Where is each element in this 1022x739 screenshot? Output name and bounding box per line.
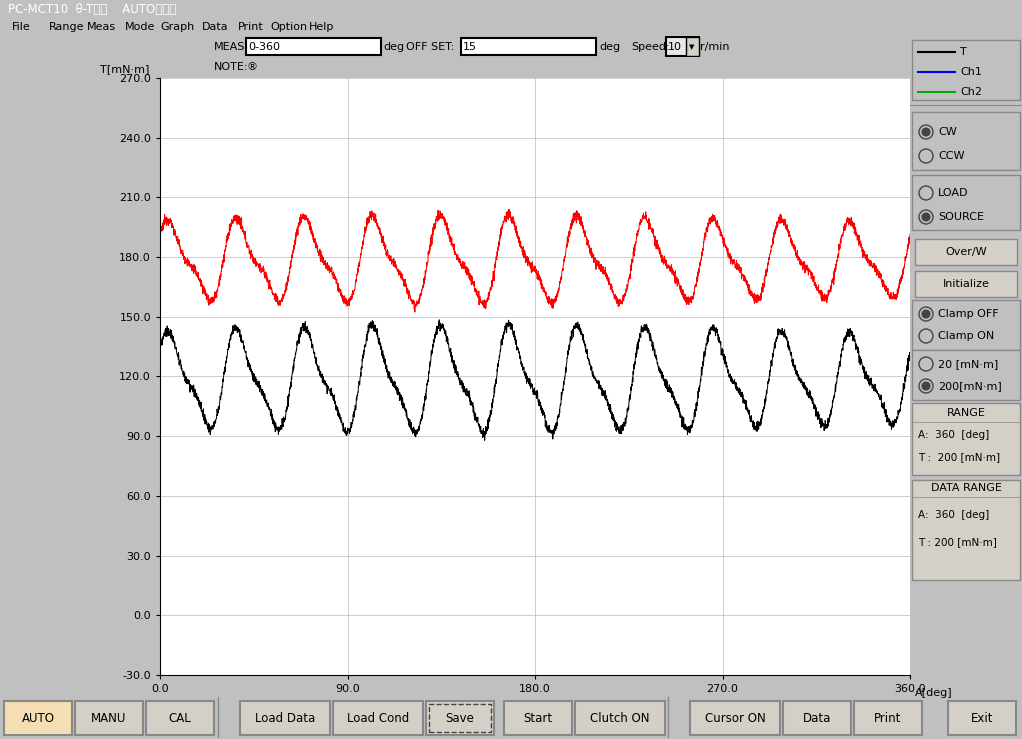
Text: deg: deg [383, 42, 405, 52]
Bar [429, 704, 491, 732]
Text: A[deg]: A[deg] [915, 688, 953, 698]
Bar [246, 38, 381, 55]
Text: Over/W: Over/W [945, 247, 987, 257]
Text: T[mN·m]: T[mN·m] [100, 64, 150, 75]
Text: r/min: r/min [700, 42, 730, 52]
Text: A:  360  [deg]: A: 360 [deg] [918, 430, 989, 440]
Text: CCW: CCW [938, 151, 965, 161]
Circle shape [922, 310, 930, 318]
Text: CAL: CAL [169, 712, 191, 724]
Bar [146, 701, 214, 735]
Text: NOTE:: NOTE: [214, 62, 248, 72]
Bar [912, 40, 1020, 100]
Text: ®: ® [246, 62, 258, 72]
Text: Exit: Exit [971, 712, 993, 724]
Text: Save: Save [446, 712, 474, 724]
Bar [687, 37, 699, 56]
Text: File: File [12, 22, 31, 32]
Circle shape [922, 382, 930, 390]
Text: T : 200 [mN·m]: T : 200 [mN·m] [918, 537, 996, 547]
Bar [912, 112, 1020, 170]
Text: Data: Data [202, 22, 229, 32]
Text: CW: CW [938, 127, 957, 137]
Text: Ch1: Ch1 [960, 67, 982, 77]
Text: Clutch ON: Clutch ON [591, 712, 650, 724]
Bar [912, 175, 1020, 230]
Text: A:  360  [deg]: A: 360 [deg] [918, 510, 989, 520]
Text: Print: Print [238, 22, 264, 32]
Text: DATA RANGE: DATA RANGE [931, 483, 1002, 493]
Text: Print: Print [874, 712, 901, 724]
Bar [912, 480, 1020, 580]
Text: 15: 15 [463, 42, 477, 52]
Text: Load Cond: Load Cond [346, 712, 409, 724]
Text: LOAD: LOAD [938, 188, 969, 198]
Text: 20 [mN·m]: 20 [mN·m] [938, 359, 998, 369]
Bar [915, 239, 1017, 265]
Text: PC-MCT10  θ-T特性    AUTOモード: PC-MCT10 θ-T特性 AUTOモード [8, 4, 177, 16]
Text: Clamp OFF: Clamp OFF [938, 309, 998, 319]
Text: 10: 10 [668, 42, 682, 52]
Text: ▼: ▼ [689, 44, 694, 50]
Text: RANGE: RANGE [946, 408, 985, 418]
Bar [854, 701, 922, 735]
Text: AUTO: AUTO [21, 712, 54, 724]
Bar [948, 701, 1016, 735]
Circle shape [922, 213, 930, 221]
Text: MANU: MANU [91, 712, 127, 724]
Text: Help: Help [309, 22, 334, 32]
Bar [333, 701, 423, 735]
Text: 0-360: 0-360 [248, 42, 280, 52]
Text: Option: Option [271, 22, 308, 32]
Text: OFF SET:: OFF SET: [407, 42, 455, 52]
Text: Initialize: Initialize [942, 279, 989, 289]
Text: SOURCE: SOURCE [938, 212, 984, 222]
Bar [912, 300, 1020, 350]
Text: Ch2: Ch2 [960, 87, 982, 97]
Bar [240, 701, 330, 735]
Bar [912, 350, 1020, 400]
Text: Graph: Graph [160, 22, 195, 32]
Bar [504, 701, 572, 735]
Bar [575, 701, 665, 735]
Bar [783, 701, 851, 735]
Text: 200[mN·m]: 200[mN·m] [938, 381, 1002, 391]
Text: Range: Range [49, 22, 85, 32]
Text: deg: deg [600, 42, 620, 52]
Bar [690, 701, 780, 735]
Bar [915, 271, 1017, 297]
Bar [912, 403, 1020, 475]
Text: Load Data: Load Data [254, 712, 315, 724]
Text: T :  200 [mN·m]: T : 200 [mN·m] [918, 452, 1001, 462]
Text: Cursor ON: Cursor ON [704, 712, 765, 724]
Text: Speed:: Speed: [631, 42, 669, 52]
Text: Clamp ON: Clamp ON [938, 331, 994, 341]
Text: MEAS:: MEAS: [214, 42, 249, 52]
Text: Data: Data [803, 712, 831, 724]
Bar [461, 38, 596, 55]
Text: T: T [960, 47, 967, 57]
Text: Meas: Meas [87, 22, 115, 32]
Bar [426, 701, 494, 735]
Bar [665, 37, 699, 56]
Bar [4, 701, 72, 735]
Text: Mode: Mode [125, 22, 155, 32]
Circle shape [922, 128, 930, 136]
Text: Start: Start [523, 712, 553, 724]
Bar [75, 701, 143, 735]
